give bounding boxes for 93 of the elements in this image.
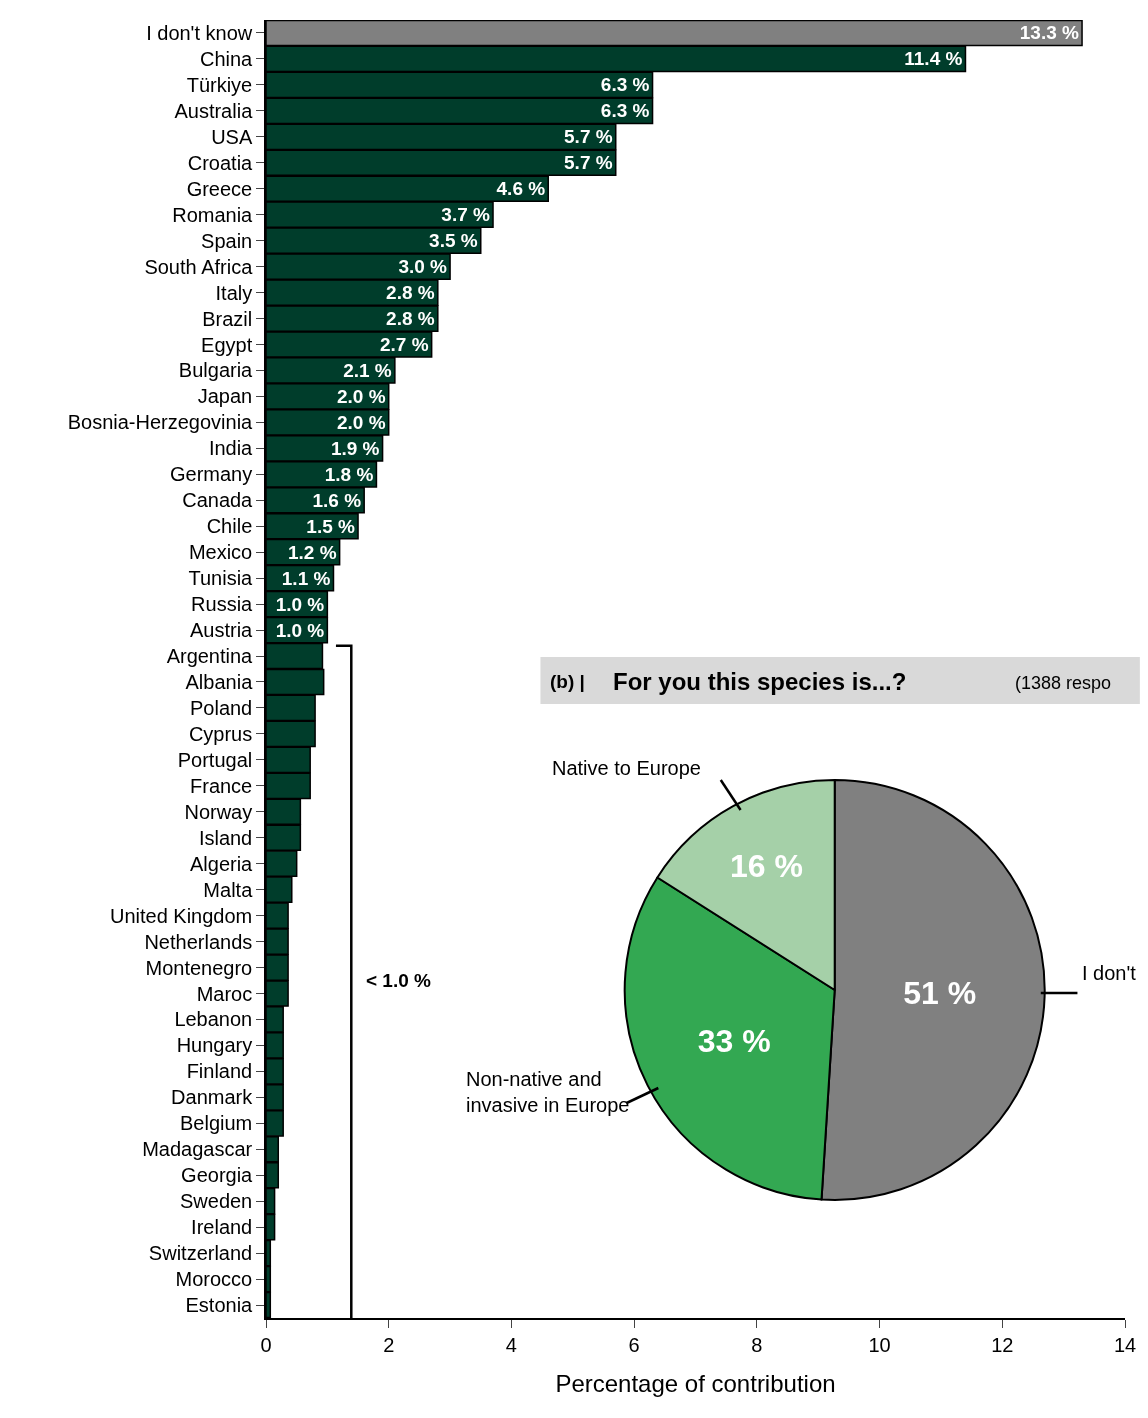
y-tick-label: Brazil bbox=[202, 307, 253, 330]
y-tick-label: Finland bbox=[186, 1060, 253, 1083]
y-tick-label: Ireland bbox=[191, 1216, 253, 1239]
y-tick-label: Spain bbox=[201, 229, 253, 252]
y-tick-label: Cyprus bbox=[188, 722, 253, 745]
x-tick-label: 12 bbox=[991, 1333, 1014, 1356]
data-label: 6.3 % bbox=[600, 100, 650, 122]
y-tick-label: I don't know bbox=[146, 21, 253, 44]
x-tick-label: 2 bbox=[383, 1333, 395, 1356]
y-tick-label: Estonia bbox=[185, 1294, 254, 1317]
data-label: 51 % bbox=[903, 975, 977, 1012]
y-tick-label: Tunisia bbox=[188, 567, 254, 590]
slice-label: Native to Europe bbox=[552, 757, 701, 779]
annotation: < 1.0 % bbox=[366, 970, 432, 991]
y-tick-label: Morocco bbox=[175, 1268, 253, 1291]
x-axis-title: Percentage of contribution bbox=[555, 1369, 836, 1397]
y-tick-label: Canada bbox=[182, 489, 254, 512]
y-tick-label: Belgium bbox=[179, 1112, 253, 1135]
chart-subtitle: (1388 respo bbox=[1015, 673, 1112, 693]
y-tick-label: Danmark bbox=[171, 1086, 254, 1109]
y-tick-label: Austria bbox=[190, 619, 254, 642]
data-label: 13.3 % bbox=[1019, 22, 1080, 44]
data-label: 11.4 % bbox=[904, 48, 963, 70]
data-label: 3.5 % bbox=[429, 230, 478, 252]
y-tick-label: Romania bbox=[172, 203, 254, 226]
data-label: 1.0 % bbox=[275, 619, 325, 641]
data-label: 1.6 % bbox=[312, 489, 362, 511]
data-label: 2.0 % bbox=[337, 385, 386, 407]
x-tick-label: 8 bbox=[751, 1333, 763, 1356]
y-tick-label: Montenegro bbox=[145, 956, 253, 979]
y-tick-label: Maroc bbox=[196, 982, 253, 1005]
y-tick-label: Germany bbox=[170, 463, 253, 486]
y-tick-label: Egypt bbox=[201, 333, 253, 356]
x-tick-label: 4 bbox=[505, 1333, 517, 1356]
y-tick-label: India bbox=[208, 437, 254, 460]
annotation: (b) | bbox=[550, 671, 585, 692]
y-tick-label: Albania bbox=[185, 670, 254, 693]
y-tick-label: Chile bbox=[206, 515, 253, 538]
y-tick-label: Sweden bbox=[179, 1190, 253, 1213]
y-tick-label: Russia bbox=[191, 593, 254, 616]
x-tick-label: 0 bbox=[260, 1333, 272, 1356]
data-label: 2.0 % bbox=[337, 411, 386, 433]
data-label: 1.2 % bbox=[287, 541, 337, 563]
data-label: 2.7 % bbox=[379, 334, 429, 355]
y-tick-label: Hungary bbox=[176, 1034, 253, 1057]
y-tick-label: United Kingdom bbox=[109, 904, 253, 927]
data-label: 16 % bbox=[729, 847, 803, 884]
data-label: 1.1 % bbox=[281, 567, 331, 589]
y-tick-label: Portugal bbox=[177, 748, 253, 771]
x-tick-label: 6 bbox=[628, 1333, 640, 1356]
y-tick-label: South Africa bbox=[144, 255, 254, 278]
data-label: 1.9 % bbox=[330, 437, 380, 459]
y-tick-label: Netherlands bbox=[144, 930, 253, 953]
y-tick-label: Algeria bbox=[189, 852, 254, 875]
y-tick-label: Japan bbox=[197, 385, 253, 408]
y-tick-label: France bbox=[190, 774, 253, 797]
data-label: 6.3 % bbox=[600, 74, 650, 96]
data-label: 2.1 % bbox=[343, 359, 392, 381]
y-tick-label: Mexico bbox=[188, 541, 253, 564]
y-tick-label: Bosnia-Herzegovinia bbox=[67, 411, 254, 434]
data-label: 3.0 % bbox=[398, 256, 448, 278]
y-tick-label: Bulgaria bbox=[178, 359, 254, 382]
chart-title: For you this species is...? bbox=[613, 668, 907, 695]
y-tick-label: Türkiye bbox=[186, 73, 253, 96]
x-tick-label: 14 bbox=[1113, 1333, 1137, 1356]
y-tick-label: Lebanon bbox=[174, 1008, 253, 1031]
y-tick-label: USA bbox=[211, 125, 253, 148]
y-tick-label: Greece bbox=[186, 177, 253, 200]
y-tick-label: Norway bbox=[184, 800, 253, 823]
slice-label: Non-native and invasive in Europe bbox=[466, 1068, 630, 1116]
y-tick-label: Georgia bbox=[181, 1164, 254, 1187]
data-label: 33 % bbox=[697, 1023, 771, 1060]
y-tick-label: Poland bbox=[189, 696, 253, 719]
slice-label: I don't bbox=[1082, 962, 1137, 984]
x-tick-label: 10 bbox=[868, 1333, 891, 1356]
y-tick-label: Island bbox=[198, 826, 253, 849]
data-label: 2.8 % bbox=[386, 282, 435, 304]
data-label: 5.7 % bbox=[564, 152, 613, 174]
y-tick-label: Italy bbox=[215, 281, 253, 304]
y-tick-label: Croatia bbox=[187, 151, 254, 174]
data-label: 5.7 % bbox=[564, 126, 613, 148]
data-label: 1.8 % bbox=[324, 463, 374, 485]
y-tick-label: Switzerland bbox=[148, 1242, 253, 1265]
y-tick-label: Madagascar bbox=[142, 1138, 253, 1161]
y-tick-label: Australia bbox=[174, 99, 254, 122]
y-tick-label: Malta bbox=[203, 878, 254, 901]
y-tick-label: Argentina bbox=[166, 645, 254, 668]
y-tick-label: China bbox=[199, 47, 254, 70]
data-label: 1.0 % bbox=[275, 593, 325, 615]
data-label: 4.6 % bbox=[496, 178, 546, 200]
data-label: 2.8 % bbox=[386, 308, 435, 330]
data-label: 1.5 % bbox=[306, 515, 356, 537]
data-label: 3.7 % bbox=[441, 204, 491, 226]
